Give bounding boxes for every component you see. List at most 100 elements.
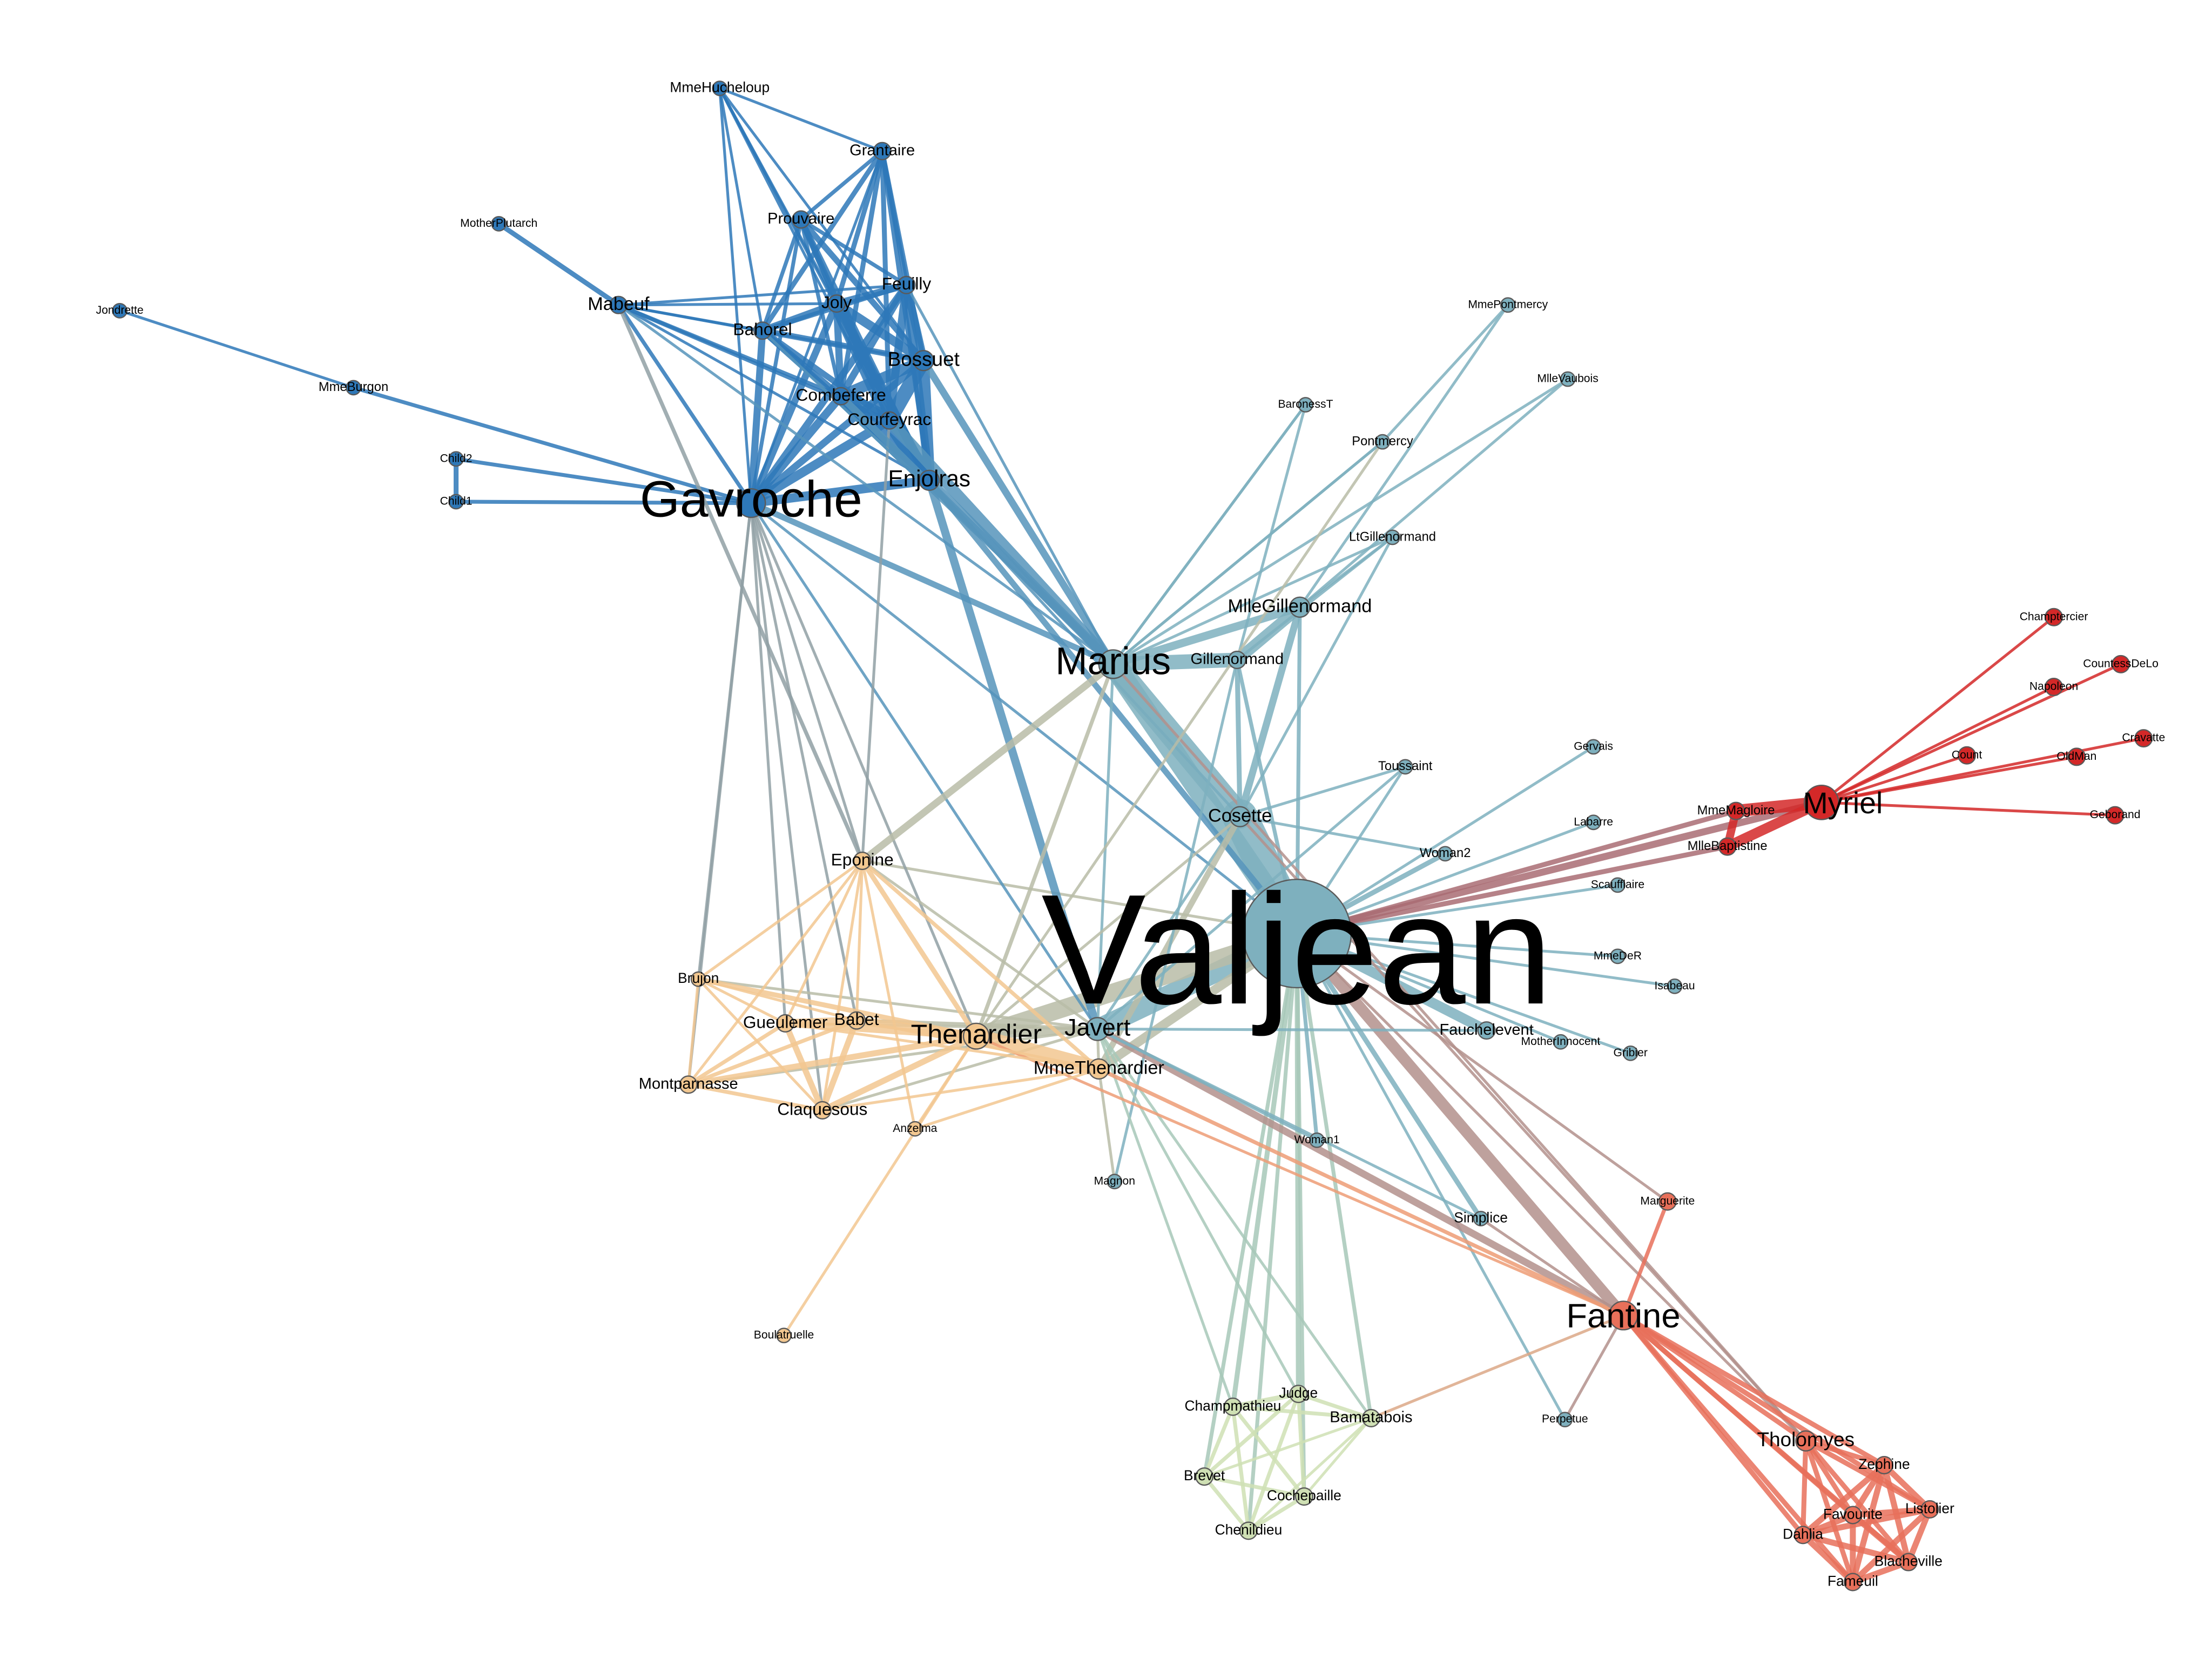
node-Feuilly[interactable] (897, 275, 916, 294)
node-Woman1[interactable] (1309, 1132, 1325, 1148)
node-Marius[interactable] (1098, 649, 1128, 679)
node-Simplice[interactable] (1473, 1211, 1489, 1226)
node-Dahlia[interactable] (1793, 1526, 1812, 1545)
node-MmeMagloire[interactable] (1727, 801, 1745, 820)
node-Perpetue[interactable] (1557, 1412, 1573, 1428)
node-Fantine[interactable] (1608, 1300, 1638, 1331)
node-Tholomyes[interactable] (1795, 1430, 1817, 1452)
node-MmeDeR[interactable] (1610, 948, 1626, 965)
edge-Eponine-Brujon (697, 859, 864, 981)
node-Joly[interactable] (827, 294, 846, 313)
node-Myriel[interactable] (1804, 784, 1839, 820)
label-Simplice: Simplice (1454, 1209, 1508, 1225)
node-Toussaint[interactable] (1397, 759, 1413, 775)
node-MmeThenardier[interactable] (1088, 1058, 1110, 1080)
node-Fameuil[interactable] (1843, 1573, 1862, 1591)
node-Judge[interactable] (1289, 1385, 1308, 1404)
label-Child1: Child1 (440, 495, 473, 508)
node-Favourite[interactable] (1843, 1506, 1862, 1525)
edge-Feuilly-Mabeuf (617, 284, 908, 307)
node-Bossuet[interactable] (913, 350, 934, 372)
node-Brujon[interactable] (690, 971, 706, 987)
edge-Valjean-Gribier (1296, 932, 1632, 1055)
node-Gervais[interactable] (1586, 739, 1601, 755)
node-Gillenormand[interactable] (1228, 650, 1246, 669)
node-Geborand[interactable] (2106, 806, 2125, 825)
node-Jondrette[interactable] (112, 302, 128, 319)
edge-Valjean-Simplice (1294, 931, 1483, 1222)
node-MmePontmercy[interactable] (1500, 297, 1516, 313)
node-CountessDeLo[interactable] (2112, 655, 2130, 673)
node-Grantaire[interactable] (873, 141, 892, 160)
node-Zephine[interactable] (1874, 1456, 1894, 1475)
node-MlleBaptistine[interactable] (1718, 837, 1737, 856)
edge-Combeferre-Mabeuf (616, 303, 843, 399)
node-LtGillenormand[interactable] (1385, 529, 1400, 545)
node-MotherInnocent[interactable] (1553, 1034, 1569, 1050)
edge-Listolier-Blacheville (1905, 1506, 1933, 1566)
node-OldMan[interactable] (2067, 747, 2086, 766)
edge-MmeThenardier-Eponine (860, 859, 1101, 1071)
node-Cravatte[interactable] (2134, 729, 2153, 748)
edge-Eponine-Gueulemer (784, 859, 864, 1025)
edge-Brujon-Babet (697, 977, 858, 1022)
edge-Javert-Fauchelevent (1096, 1027, 1488, 1032)
node-Montparnasse[interactable] (679, 1075, 698, 1094)
node-Champmathieu[interactable] (1223, 1397, 1242, 1416)
node-MotherPlutarch[interactable] (491, 215, 507, 232)
node-MmeBurgon[interactable] (346, 380, 361, 396)
edge-Valjean-Bamatabois (1295, 932, 1373, 1420)
node-Chenildieu[interactable] (1239, 1521, 1258, 1540)
node-Bahorel[interactable] (753, 321, 772, 340)
edge-Joly-Grantaire (834, 149, 885, 306)
label-MmeBurgon: MmeBurgon (319, 380, 388, 394)
node-Woman2[interactable] (1437, 846, 1453, 862)
node-Gribier[interactable] (1622, 1045, 1638, 1061)
node-Mabeuf[interactable] (609, 295, 628, 314)
node-Cosette[interactable] (1229, 806, 1251, 827)
node-Babet[interactable] (847, 1011, 866, 1030)
node-Blacheville[interactable] (1899, 1553, 1918, 1572)
node-Child1[interactable] (448, 494, 464, 510)
node-Enjolras[interactable] (919, 469, 940, 491)
node-Pontmercy[interactable] (1374, 434, 1391, 450)
edge-Pontmercy-MmePontmercy (1381, 304, 1509, 443)
node-BaronessT[interactable] (1298, 397, 1313, 413)
node-Magnon[interactable] (1107, 1174, 1123, 1190)
node-MlleGillenormand[interactable] (1289, 596, 1311, 618)
node-Boulatruelle[interactable] (776, 1327, 792, 1344)
node-Claquesous[interactable] (813, 1101, 832, 1120)
node-Valjean[interactable] (1242, 879, 1352, 989)
edge-Myriel-CountessDeLo (1820, 663, 2122, 804)
label-Courfeyrac: Courfeyrac (847, 409, 931, 429)
node-MmeHucheloup[interactable] (712, 80, 728, 97)
node-Cochepaille[interactable] (1294, 1487, 1313, 1506)
node-Napoleon[interactable] (2045, 678, 2063, 697)
node-Marguerite[interactable] (1658, 1192, 1677, 1211)
node-Combeferre[interactable] (832, 387, 851, 406)
node-Courfeyrac[interactable] (880, 411, 899, 430)
node-Count[interactable] (1958, 746, 1977, 765)
node-MlleVaubois[interactable] (1560, 371, 1576, 387)
node-Child2[interactable] (448, 451, 464, 467)
label-Mabeuf: Mabeuf (588, 294, 650, 314)
node-Brevet[interactable] (1195, 1467, 1214, 1486)
node-Listolier[interactable] (1920, 1500, 1939, 1519)
node-Fauchelevent[interactable] (1477, 1021, 1496, 1040)
edge-Bossuet-Courfeyrac (882, 353, 931, 428)
node-Champtercier[interactable] (2045, 608, 2063, 626)
edge-Marius-MlleGillenormand (1109, 603, 1304, 669)
node-Bamatabois[interactable] (1361, 1408, 1380, 1428)
node-Scaufflaire[interactable] (1610, 877, 1626, 893)
node-Thenardier[interactable] (962, 1022, 990, 1050)
node-Labarre[interactable] (1586, 814, 1601, 831)
edge-layer (118, 87, 2145, 1586)
node-Gueulemer[interactable] (776, 1014, 795, 1033)
label-MotherPlutarch: MotherPlutarch (460, 217, 537, 230)
node-Isabeau[interactable] (1667, 978, 1683, 994)
node-Javert[interactable] (1085, 1017, 1110, 1041)
node-Anzelma[interactable] (907, 1121, 923, 1137)
node-Gavroche[interactable] (736, 488, 766, 518)
node-Prouvaire[interactable] (792, 210, 811, 229)
node-Eponine[interactable] (853, 852, 872, 871)
